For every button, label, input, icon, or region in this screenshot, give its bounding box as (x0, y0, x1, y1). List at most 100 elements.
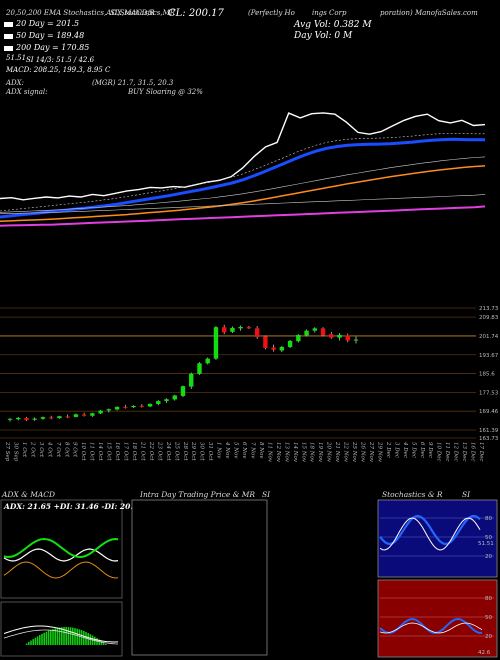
rsi-line (379, 618, 482, 634)
date-tick-label: 22 Nov (343, 441, 349, 463)
date-tick-label: 14 Nov (292, 442, 298, 463)
price-tick-label: 185.6 (479, 372, 495, 378)
candle-up (40, 417, 46, 419)
date-tick-label: 7 Nov (250, 442, 256, 459)
date-tick-label: 4 Dec (402, 441, 408, 458)
panel-adx-macd-title: ADX & MACD (2, 490, 56, 499)
header-company: (Perfectly Ho (248, 9, 295, 17)
macd-histogram-bar (76, 628, 78, 645)
macd-histogram-bar (58, 627, 61, 645)
macd-histogram-bar (87, 633, 89, 645)
date-tick-label: 30 Oct (199, 442, 205, 461)
header-indicators-label: Stochastics,ADX,MACD,R (63, 9, 155, 17)
macd-histogram-bar (32, 639, 34, 645)
macd-histogram-bar (85, 631, 87, 645)
candle-down (65, 416, 70, 418)
macd-histogram-bar (65, 627, 67, 645)
candle-up (172, 395, 177, 400)
date-tick-label: 12 Dec (453, 442, 459, 462)
adx-panel-lines (3, 537, 119, 579)
candle-down (254, 328, 260, 337)
date-tick-label: 1 Oct (21, 442, 27, 458)
stoch-tick-label: 20 (485, 554, 492, 560)
date-tick-label: 5 Dec (410, 442, 416, 458)
candle-up (156, 401, 161, 405)
date-tick-label: 30 Sep (13, 442, 19, 462)
header-line-1: 20,50,200 EMA Stochastics,ADX,MACD,R (6, 9, 155, 17)
candle-down (48, 417, 54, 419)
stochastics-panel-lines: 80 50 20 51.51 (379, 514, 494, 560)
stoch-value-label: 51.51 (478, 541, 494, 547)
candle-down (320, 328, 326, 336)
main-price-chart: 213.73 209.83 201.74 193.67 185.6 177.53 169.4… (0, 112, 499, 463)
candle-down (246, 327, 252, 329)
date-tick-label: 27 Nov (368, 441, 374, 463)
date-tick-label: 2 Dec (385, 441, 391, 458)
header-site: poration) ManofaSales.com (380, 9, 478, 17)
macd-histogram-bar (100, 640, 103, 645)
legend-200day: 200 Day = 170.85 (4, 43, 89, 52)
stochastics-panel-frame (377, 499, 498, 578)
candle-down (123, 406, 128, 408)
ma-50day-line (0, 165, 486, 223)
candle-down (345, 335, 350, 341)
date-tick-label: 10 Dec (436, 442, 442, 462)
candle-down (24, 418, 29, 421)
plus-di-line (3, 537, 119, 559)
candle-up (337, 334, 342, 338)
date-tick-label: 11 Nov (266, 442, 272, 463)
date-tick-label: 17 Dec (478, 442, 484, 462)
date-tick-label: 21 Oct (139, 441, 145, 461)
date-tick-label: 20 Nov (326, 441, 332, 463)
date-tick-label: 23 Oct (156, 441, 162, 461)
macd-line (3, 625, 119, 643)
date-tick-label: 6 Nov (241, 442, 247, 459)
candle-down (329, 334, 334, 338)
rsi-tick-label: 80 (485, 596, 492, 602)
price-axis-layer: 213.73 209.83 201.74 193.67 185.6 177.53 169.4… (0, 306, 499, 442)
date-tick-label: 15 Nov (300, 442, 306, 463)
candle-up (312, 328, 318, 331)
date-tick-label: 14 Oct (97, 442, 103, 461)
date-tick-label: 26 Nov (360, 441, 366, 463)
macd-histogram-bar (98, 639, 100, 645)
date-tick-label: 17 Oct (123, 442, 129, 461)
candle-up (98, 410, 103, 414)
date-tick-label: 9 Oct (72, 442, 78, 458)
legend-20day-swatch (4, 21, 13, 27)
date-axis-layer: 27 Sep 30 Sep 1 Oct 2 Oct 3 Oct 4 Oct 7 Oct 8 O… (4, 441, 484, 463)
date-tick-label: 8 Nov (258, 442, 264, 459)
date-tick-label: 11 Dec (444, 442, 450, 462)
ma-band-line (0, 132, 485, 212)
ma-20day-line (0, 137, 485, 219)
candlestick-layer (7, 324, 359, 422)
rsi-line: SI 14/3: 51.5 / 42.6 (26, 56, 95, 64)
date-tick-label: 9 Dec (427, 442, 433, 458)
macd-panel-frame (0, 601, 123, 657)
macd-histogram-bar (89, 634, 92, 645)
candle-down (81, 414, 87, 416)
macd-histogram-bar (47, 630, 50, 645)
avg-volume: Avg Vol: 0.382 M (294, 20, 372, 30)
legend-200day-text: 200 Day = 170.85 (16, 43, 90, 52)
date-tick-label: 29 Nov (376, 441, 382, 463)
rsi-tick-label: 20 (485, 634, 492, 640)
macd-histogram-bar (94, 636, 96, 645)
candle-up (90, 413, 95, 416)
rsi-tick-label: 50 (485, 615, 492, 621)
adx-values: (MGR) 21.7, 31.5, 20.3 (92, 79, 174, 87)
date-tick-label: 25 Oct (173, 441, 179, 461)
date-tick-label: 11 Oct (89, 442, 95, 461)
candle-down (271, 347, 276, 350)
macd-histogram-bar (34, 637, 37, 645)
ma-band-line (0, 156, 486, 213)
panel-stoch-title: Stochastics & R (382, 490, 443, 499)
rsi-short: 51.51 (6, 54, 27, 62)
macd-histogram-bar (80, 630, 83, 645)
price-tick-label: 201.74 (479, 334, 499, 340)
company-label-a: (Perfectly Ho (248, 9, 295, 17)
macd-histogram-bar (39, 635, 41, 645)
candle-up (304, 330, 309, 336)
macd-line: MACD: 208.25, 199.3, 8.95 C (6, 66, 111, 74)
intraday-panel-frame (131, 499, 268, 656)
